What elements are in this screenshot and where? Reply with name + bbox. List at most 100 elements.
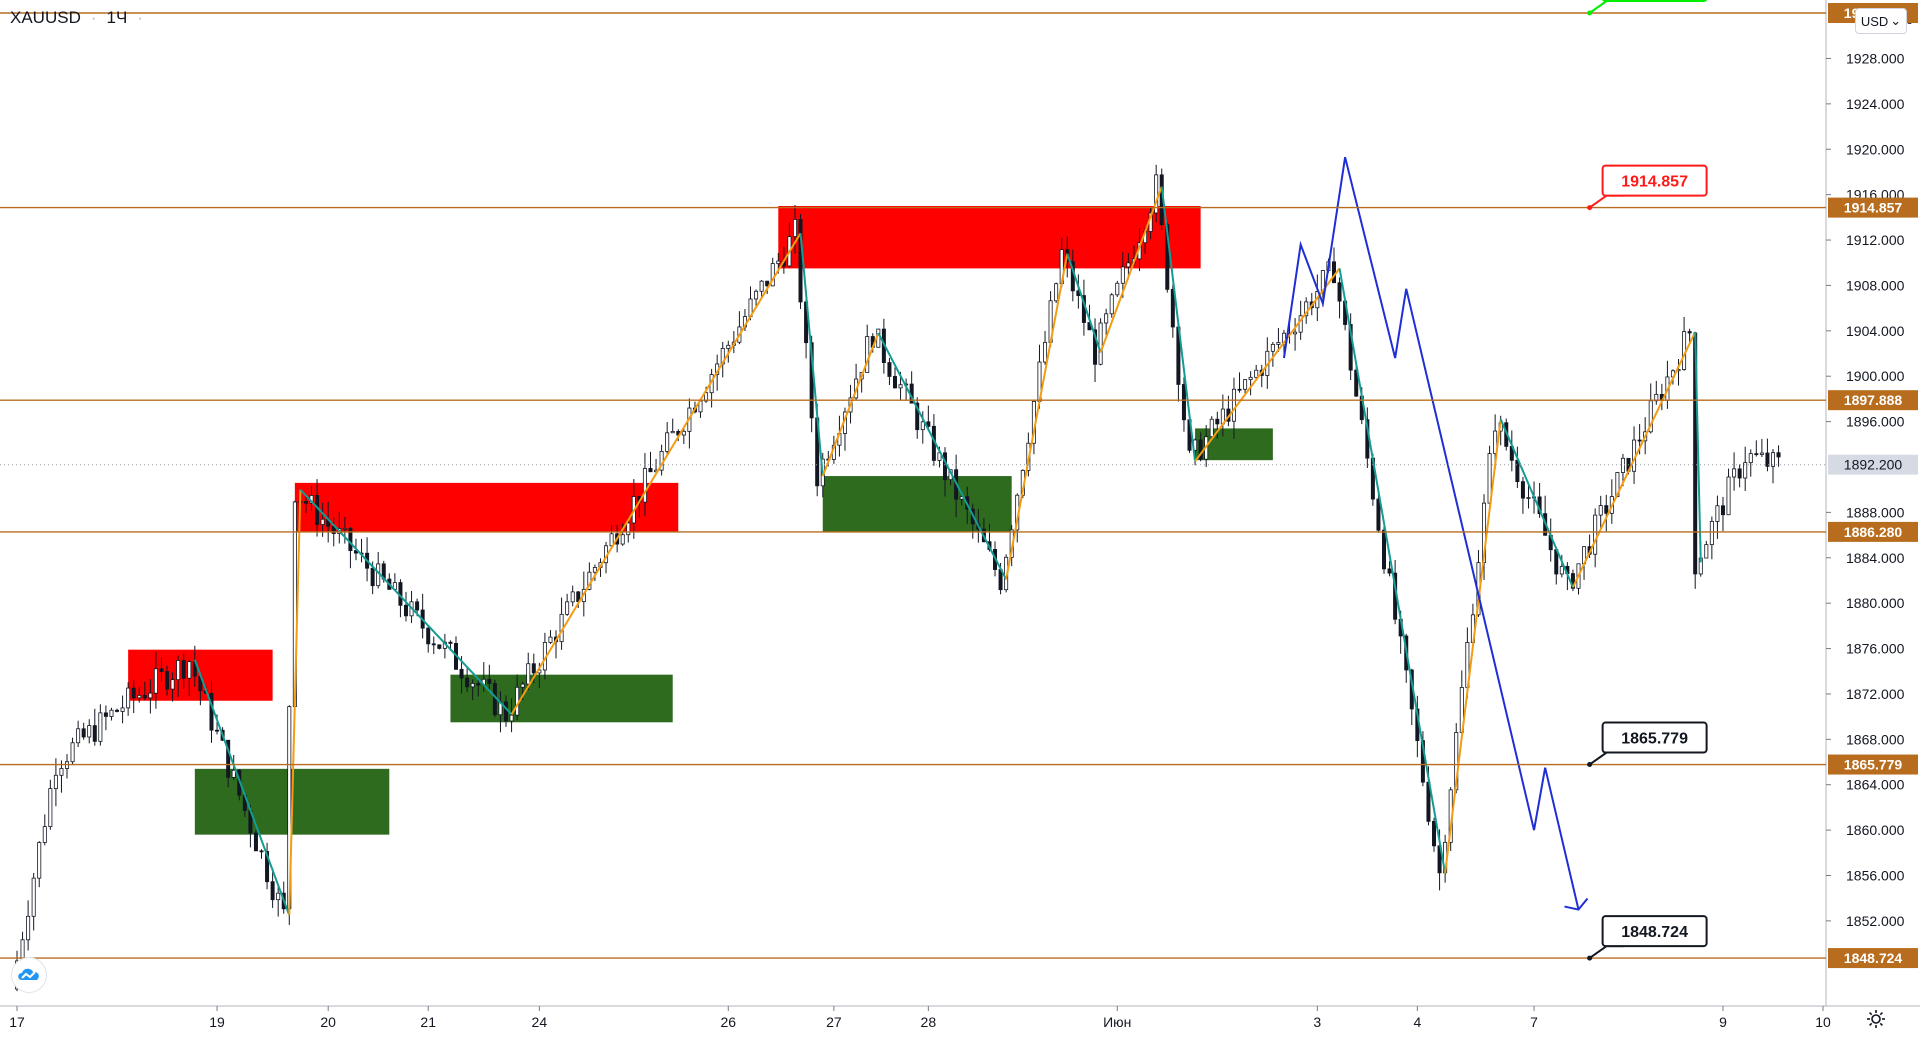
candle-body[interactable] <box>1432 820 1437 847</box>
candle-body[interactable] <box>504 701 509 722</box>
candle-body[interactable] <box>626 522 631 536</box>
candle-body[interactable] <box>1093 329 1098 365</box>
candle-body[interactable] <box>1515 459 1520 483</box>
wave-line[interactable] <box>1572 331 1697 588</box>
candle-body[interactable] <box>1270 343 1275 352</box>
candle-body[interactable] <box>81 728 86 738</box>
candle-body[interactable] <box>487 678 492 684</box>
candle-body[interactable] <box>109 709 114 717</box>
candle-body[interactable] <box>1593 514 1598 555</box>
candle-body[interactable] <box>98 712 103 742</box>
supply-zone[interactable] <box>294 482 679 532</box>
candle-body[interactable] <box>798 219 803 303</box>
candle-body[interactable] <box>526 663 531 685</box>
candle-body[interactable] <box>1209 418 1214 438</box>
candle-body[interactable] <box>759 280 764 292</box>
candle-body[interactable] <box>943 452 948 481</box>
candle-body[interactable] <box>159 668 164 672</box>
price-axis-panel[interactable] <box>1826 0 1920 1040</box>
candle-body[interactable] <box>176 660 181 681</box>
candle-body[interactable] <box>1120 266 1125 284</box>
candle-body[interactable] <box>892 376 897 389</box>
candle-body[interactable] <box>115 709 120 712</box>
candle-body[interactable] <box>470 683 475 688</box>
wave-line[interactable] <box>821 332 880 477</box>
candle-body[interactable] <box>170 679 175 690</box>
candle-body[interactable] <box>920 421 925 431</box>
candle-body[interactable] <box>1376 498 1381 531</box>
candle-body[interactable] <box>370 567 375 587</box>
wave-line[interactable] <box>1338 268 1447 874</box>
candle-body[interactable] <box>515 686 520 716</box>
candle-body[interactable] <box>1276 342 1281 345</box>
wave-line[interactable] <box>1194 267 1341 462</box>
candle-body[interactable] <box>53 774 58 790</box>
wave-line[interactable] <box>1005 253 1069 580</box>
price-callout-box[interactable] <box>1602 0 1708 2</box>
candle-body[interactable] <box>1331 261 1336 284</box>
candle-body[interactable] <box>1104 313 1109 324</box>
candle-body[interactable] <box>215 729 220 732</box>
candle-body[interactable] <box>1348 324 1353 371</box>
candle-body[interactable] <box>531 663 536 674</box>
candle-body[interactable] <box>620 534 625 545</box>
candle-body[interactable] <box>548 636 553 643</box>
candle-body[interactable] <box>1354 369 1359 397</box>
candle-body[interactable] <box>1620 457 1625 473</box>
candle-body[interactable] <box>754 290 759 300</box>
candle-body[interactable] <box>1687 331 1692 334</box>
candle-body[interactable] <box>1382 529 1387 570</box>
candle-body[interactable] <box>1215 418 1220 425</box>
candle-body[interactable] <box>670 431 675 434</box>
candle-body[interactable] <box>426 627 431 645</box>
candle-body[interactable] <box>1526 497 1531 499</box>
candle-body[interactable] <box>1732 468 1737 478</box>
candle-body[interactable] <box>1765 452 1770 467</box>
wave-line[interactable] <box>1444 419 1502 874</box>
candle-body[interactable] <box>1743 462 1748 479</box>
price-callout-box[interactable] <box>1601 164 1708 197</box>
candle-body[interactable] <box>148 692 153 699</box>
candle-body[interactable] <box>1243 379 1248 390</box>
candle-body[interactable] <box>320 518 325 525</box>
candle-body[interactable] <box>704 392 709 402</box>
candle-body[interactable] <box>1115 282 1120 296</box>
wave-line[interactable] <box>288 489 302 916</box>
candle-body[interactable] <box>1304 301 1309 317</box>
candle-body[interactable] <box>665 432 670 452</box>
candle-body[interactable] <box>1248 376 1253 381</box>
candle-body[interactable] <box>126 687 131 709</box>
candle-body[interactable] <box>31 877 36 917</box>
candle-body[interactable] <box>303 500 308 504</box>
candle-body[interactable] <box>348 528 353 551</box>
candle-body[interactable] <box>465 677 470 688</box>
candle-body[interactable] <box>1570 573 1575 589</box>
candle-body[interactable] <box>59 768 64 776</box>
candle-body[interactable] <box>1237 388 1242 391</box>
candle-body[interactable] <box>476 683 481 686</box>
candle-body[interactable] <box>26 915 31 941</box>
candle-body[interactable] <box>1559 565 1564 575</box>
candle-body[interactable] <box>448 641 453 644</box>
candle-body[interactable] <box>1337 282 1342 302</box>
candle-body[interactable] <box>231 769 236 778</box>
candle-body[interactable] <box>259 850 264 853</box>
candle-body[interactable] <box>565 601 570 615</box>
candle-body[interactable] <box>153 668 158 694</box>
price-callout-box[interactable] <box>1601 915 1708 948</box>
candle-body[interactable] <box>1748 453 1753 464</box>
wave-line[interactable] <box>1499 418 1574 588</box>
candle-body[interactable] <box>1293 331 1298 335</box>
candle-body[interactable] <box>403 604 408 617</box>
candle-body[interactable] <box>609 533 614 547</box>
candle-body[interactable] <box>1109 294 1114 315</box>
candle-body[interactable] <box>1637 439 1642 442</box>
symbol-header[interactable]: XAUUSD · 1Ч · <box>10 8 143 28</box>
candle-body[interactable] <box>570 591 575 603</box>
candle-body[interactable] <box>726 344 731 349</box>
candle-body[interactable] <box>342 528 347 530</box>
price-callout-box[interactable] <box>1601 721 1708 754</box>
candle-body[interactable] <box>1493 430 1498 454</box>
